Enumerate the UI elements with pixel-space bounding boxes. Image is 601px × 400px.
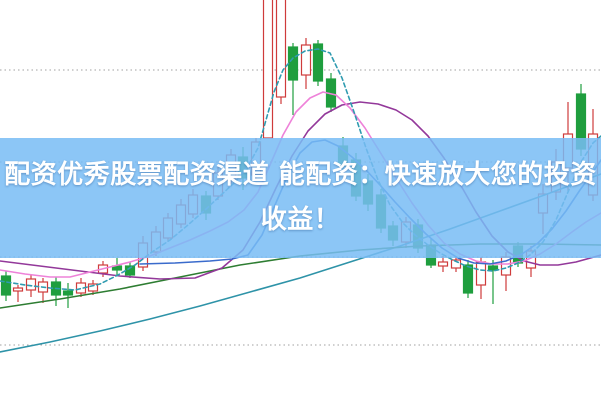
promo-banner[interactable]: 配资优秀股票配资渠道 能配资：快速放大您的投资 收益！ — [0, 138, 601, 258]
promo-title-line2: 收益！ — [260, 205, 341, 235]
promo-title-line1: 配资优秀股票配资渠道 能配资：快速放大您的投资 — [4, 160, 597, 190]
